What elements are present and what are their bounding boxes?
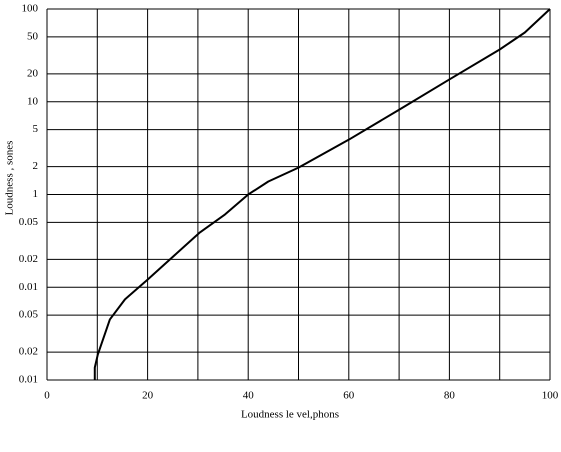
- y-tick-label: 0.01: [19, 281, 38, 293]
- x-tick-label: 20: [142, 390, 154, 402]
- y-tick-label: 0.02: [19, 346, 38, 358]
- x-axis-label: Loudness le vel,phons: [241, 409, 339, 421]
- y-tick-label: 10: [27, 95, 39, 107]
- x-tick-label: 100: [542, 390, 559, 402]
- y-tick-label: 1: [33, 188, 39, 200]
- line: [93, 8, 551, 380]
- y-tick-label: 20: [27, 67, 39, 79]
- y-tick-label: 50: [27, 30, 39, 42]
- x-tick-label: 0: [44, 390, 50, 402]
- y-tick-label: 0.02: [19, 253, 38, 265]
- x-tick-label: 40: [243, 390, 255, 402]
- y-tick-label: 0.01: [19, 374, 38, 386]
- y-tick-label: 0.05: [19, 309, 39, 321]
- y-tick-label: 100: [22, 3, 39, 15]
- y-tick-label: 2: [33, 160, 39, 172]
- x-tick-label: 60: [343, 390, 355, 402]
- y-tick-label: 5: [33, 123, 39, 135]
- y-tick-label: 0.05: [19, 216, 39, 228]
- y-axis-label: Loudness , sones: [4, 141, 16, 216]
- x-tick-label: 80: [444, 390, 456, 402]
